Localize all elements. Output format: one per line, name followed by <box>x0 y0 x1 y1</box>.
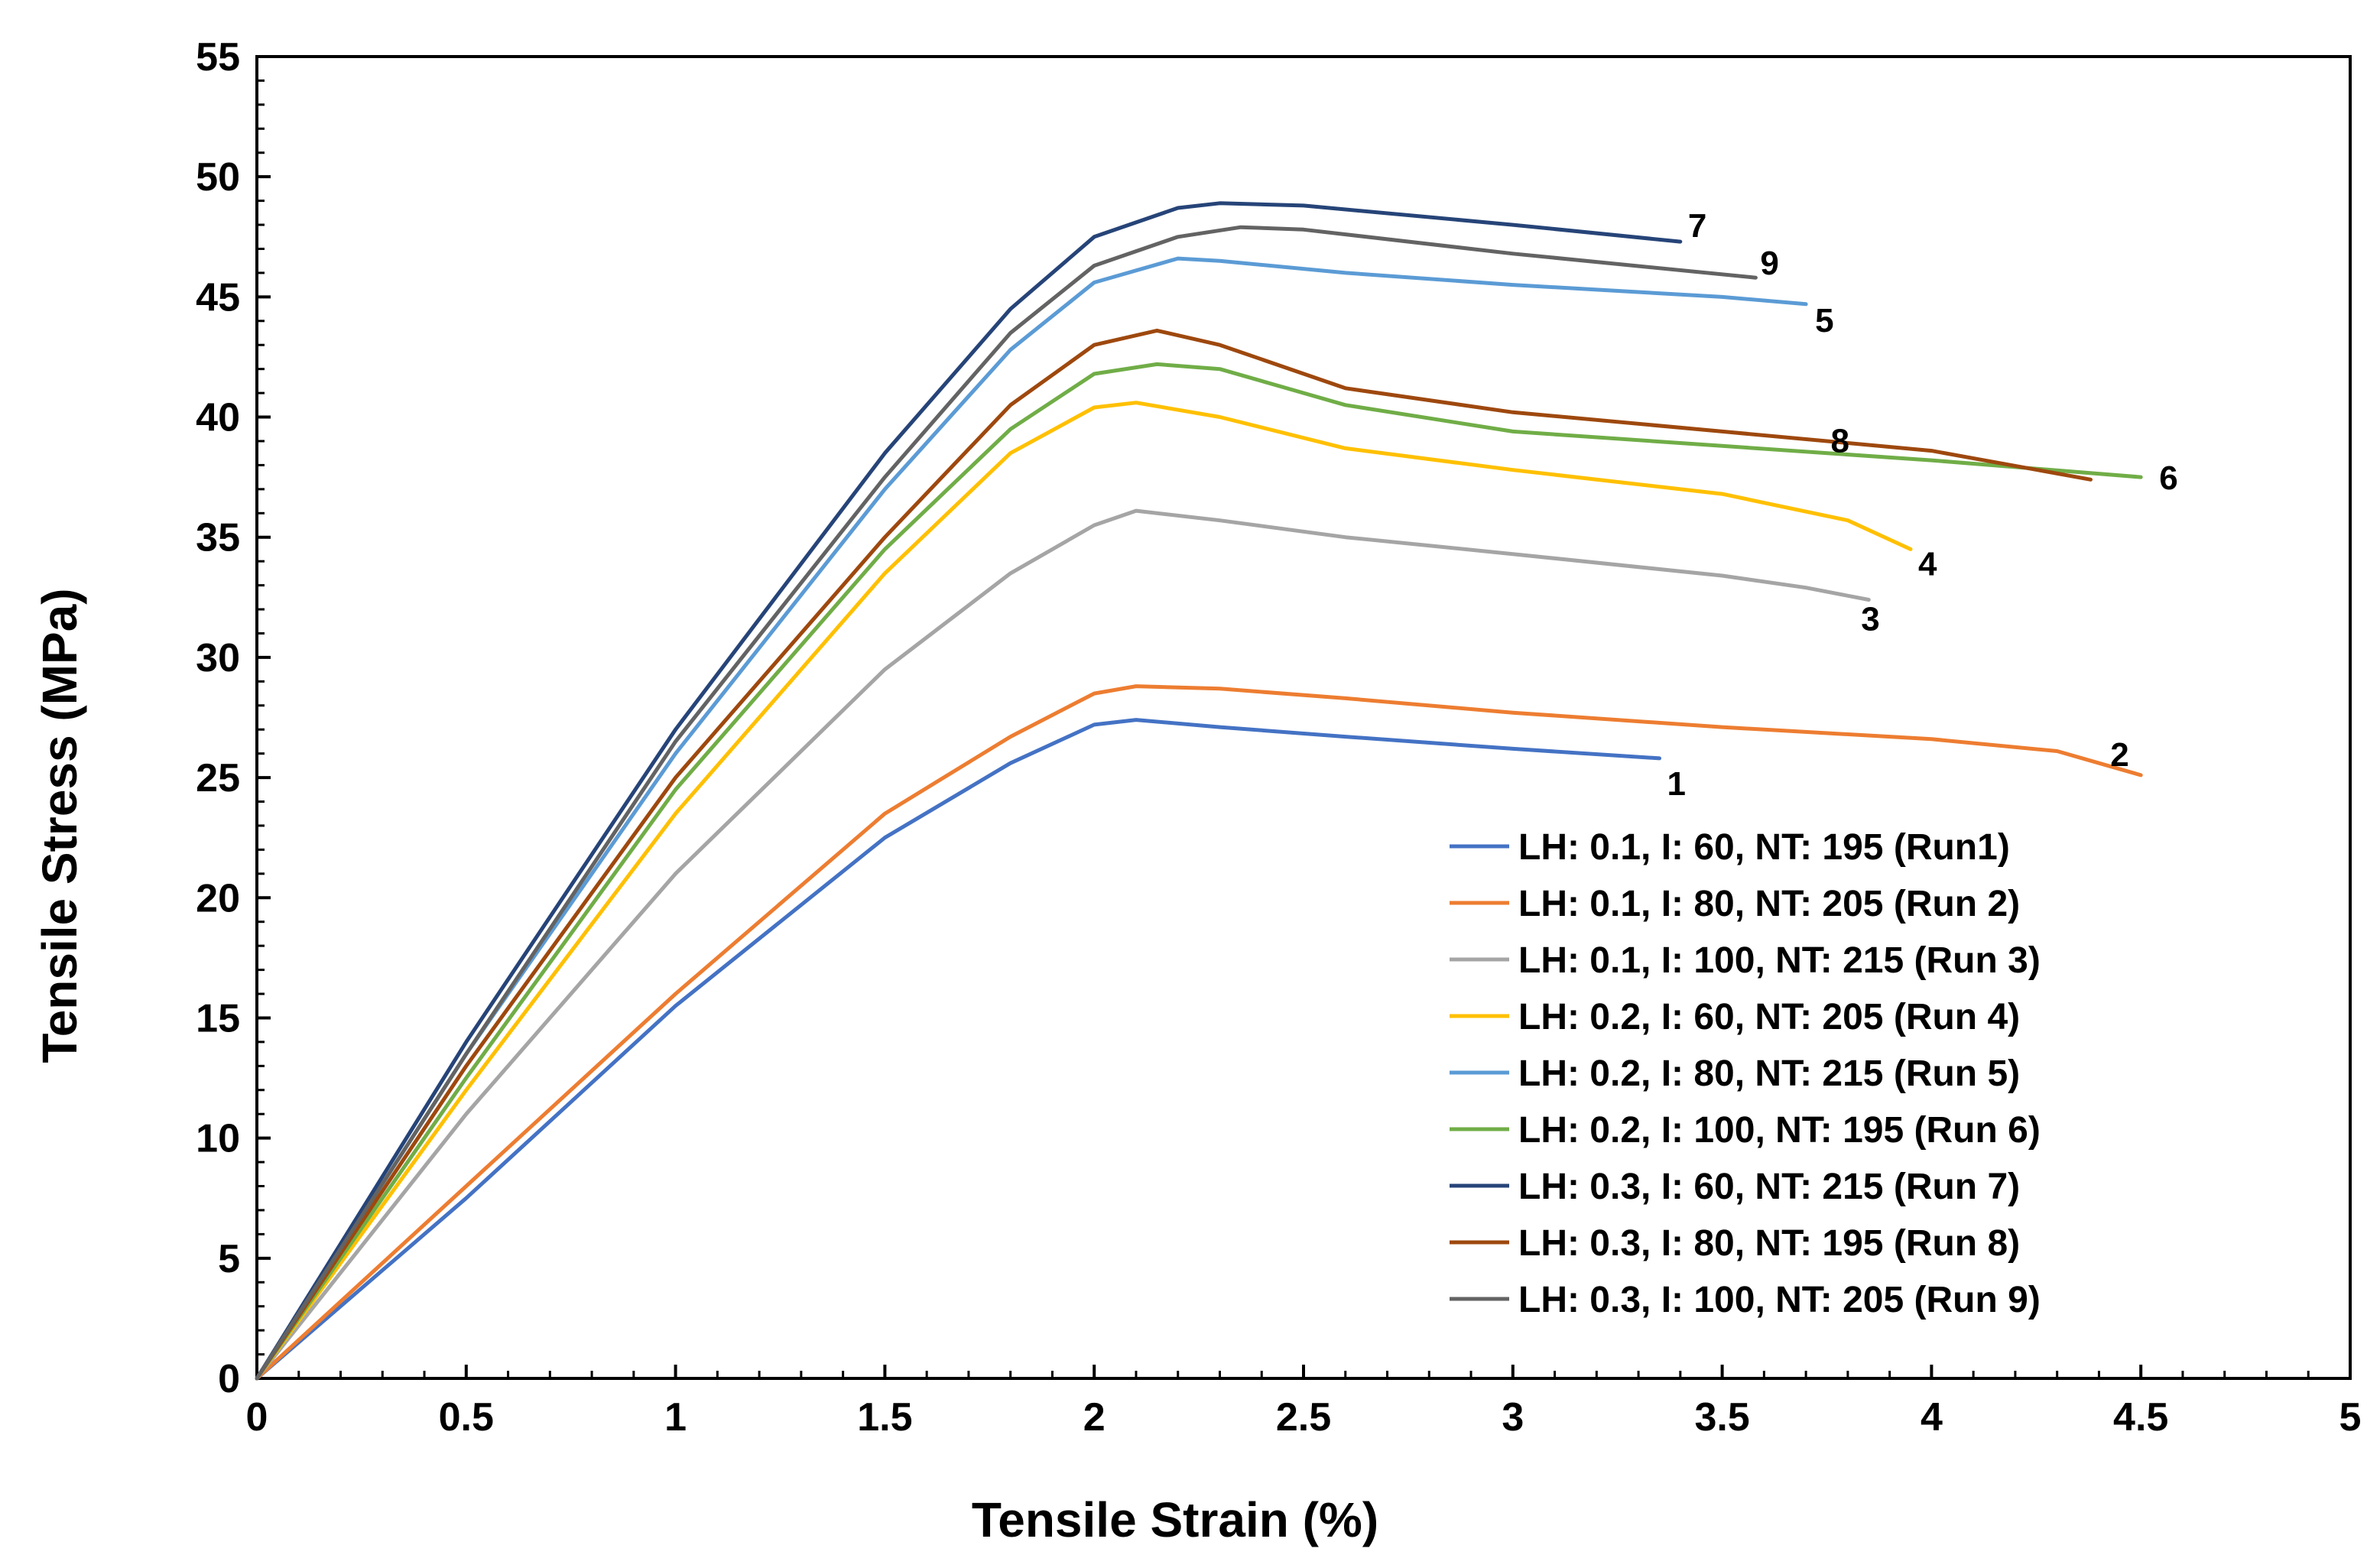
x-tick-label: 1 <box>664 1395 687 1440</box>
legend-entry-run-9: LH: 0.3, I: 100, NT: 205 (Run 9) <box>1518 1280 2041 1320</box>
x-tick-label: 0.5 <box>439 1395 494 1440</box>
y-tick-label: 20 <box>196 876 240 920</box>
x-tick-label: 2 <box>1083 1395 1106 1440</box>
series-line-run-9 <box>255 225 1758 1381</box>
legend: LH: 0.1, I: 60, NT: 195 (Run1) LH: 0.1, I… <box>1450 827 2041 1320</box>
legend-entry-run-5: LH: 0.2, I: 80, NT: 215 (Run 5) <box>1518 1053 2020 1094</box>
y-tick-label: 45 <box>196 275 240 320</box>
series-line-run-8 <box>255 328 2093 1381</box>
run-label-7: 7 <box>1688 207 1706 245</box>
y-tick-label: 25 <box>196 756 240 800</box>
legend-entry-run-7: LH: 0.3, I: 60, NT: 215 (Run 7) <box>1518 1167 2020 1207</box>
run-label-9: 9 <box>1760 245 1778 282</box>
legend-entry-run-6: LH: 0.2, I: 100, NT: 195 (Run 6) <box>1518 1110 2041 1151</box>
series-line-run-6 <box>255 362 2143 1381</box>
run-label-1: 1 <box>1667 765 1685 803</box>
run-label-4: 4 <box>1918 545 1937 583</box>
series-line-run-5 <box>255 256 1808 1381</box>
x-tick-label: 1.5 <box>857 1395 912 1440</box>
x-tick-label: 3 <box>1502 1395 1524 1440</box>
series-line-run-2 <box>255 684 2143 1381</box>
y-tick-label: 5 <box>218 1237 240 1281</box>
x-tick-label: 2.5 <box>1276 1395 1331 1440</box>
run-label-3: 3 <box>1861 600 1879 638</box>
run-labels: 1 2 3 4 5 6 7 8 9 <box>1667 207 2177 803</box>
series-line-run-1 <box>255 718 1661 1381</box>
run-label-8: 8 <box>1830 422 1849 459</box>
legend-entry-run-8: LH: 0.3, I: 80, NT: 195 (Run 8) <box>1518 1223 2020 1264</box>
x-axis-title: Tensile Strain (%) <box>972 1492 1378 1547</box>
legend-entry-run-3: LH: 0.1, I: 100, NT: 215 (Run 3) <box>1518 940 2041 981</box>
series-line-run-7 <box>255 201 1683 1381</box>
run-label-5: 5 <box>1815 302 1833 339</box>
y-tick-label: 10 <box>196 1117 240 1161</box>
series-lines <box>255 201 2143 1381</box>
y-axis-title: Tensile Stress (MPa) <box>32 588 87 1063</box>
y-tick-label: 15 <box>196 996 240 1040</box>
y-tick-label: 30 <box>196 636 240 680</box>
x-tick-label: 0 <box>246 1395 268 1440</box>
plot-frame <box>255 55 2352 1380</box>
run-label-6: 6 <box>2159 459 2177 497</box>
y-tick-label: 35 <box>196 516 240 560</box>
x-tick-label: 3.5 <box>1694 1395 1749 1440</box>
axes: 0 0.5 1 1.5 2 2.5 3 3.5 4 4.5 50510152025303540455… <box>196 35 2361 1440</box>
series-line-run-3 <box>255 508 1871 1381</box>
legend-entry-run-2: LH: 0.1, I: 80, NT: 205 (Run 2) <box>1518 884 2020 924</box>
run-label-2: 2 <box>2110 736 2128 774</box>
legend-entry-run-1: LH: 0.1, I: 60, NT: 195 (Run1) <box>1518 827 2010 868</box>
x-tick-label: 4.5 <box>2113 1395 2168 1440</box>
x-tick-label: 4 <box>1921 1395 1943 1440</box>
x-tick-label: 5 <box>2339 1395 2362 1440</box>
y-tick-label: 0 <box>218 1357 240 1401</box>
legend-entry-run-4: LH: 0.2, I: 60, NT: 205 (Run 4) <box>1518 997 2020 1037</box>
y-tick-label: 40 <box>196 396 240 440</box>
y-tick-label: 55 <box>196 35 240 80</box>
series-line-run-4 <box>255 401 1913 1381</box>
y-tick-label: 50 <box>196 155 240 200</box>
